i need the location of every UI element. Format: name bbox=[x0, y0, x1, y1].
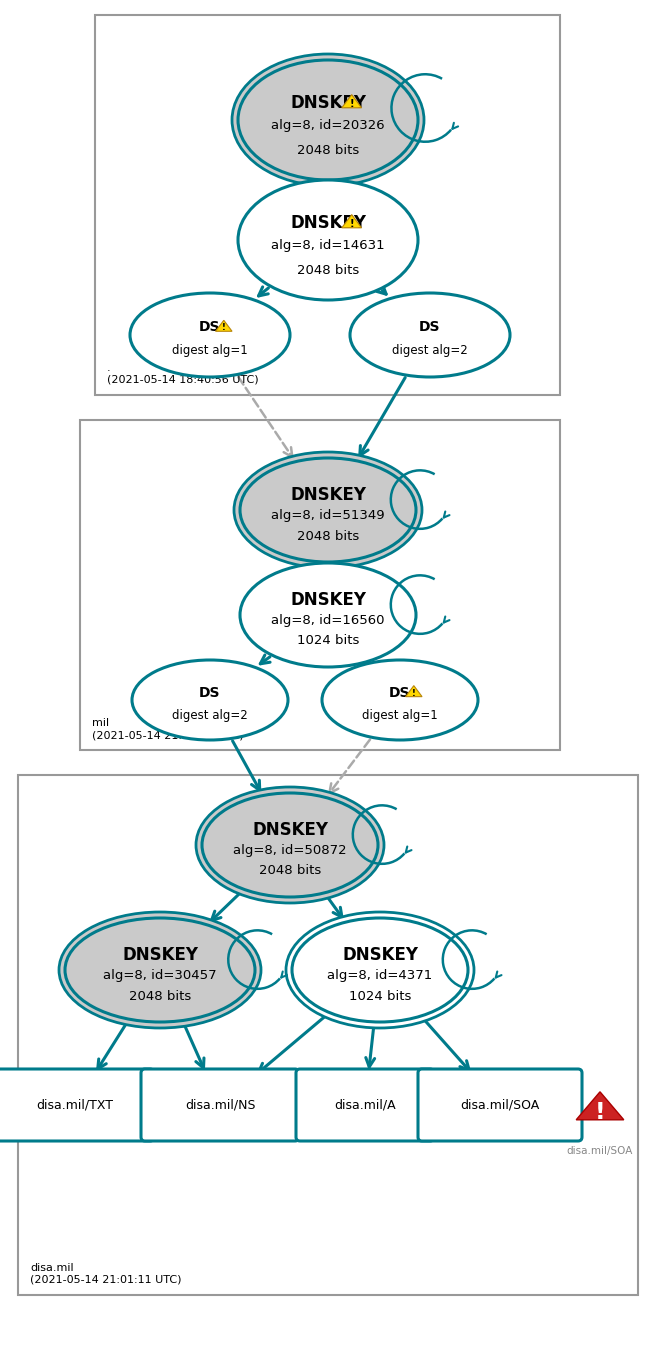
FancyBboxPatch shape bbox=[418, 1069, 582, 1141]
Text: 2048 bits: 2048 bits bbox=[129, 990, 191, 1002]
Text: disa.mil/SOA: disa.mil/SOA bbox=[567, 1147, 633, 1156]
FancyBboxPatch shape bbox=[296, 1069, 434, 1141]
Text: disa.mil
(2021-05-14 21:01:11 UTC): disa.mil (2021-05-14 21:01:11 UTC) bbox=[30, 1264, 182, 1284]
Text: alg=8, id=51349: alg=8, id=51349 bbox=[271, 509, 385, 521]
Ellipse shape bbox=[322, 661, 478, 740]
Ellipse shape bbox=[196, 788, 384, 904]
Ellipse shape bbox=[59, 912, 261, 1028]
Text: DS: DS bbox=[389, 685, 411, 700]
Ellipse shape bbox=[234, 452, 422, 568]
Text: 2048 bits: 2048 bits bbox=[297, 263, 359, 277]
Text: alg=8, id=4371: alg=8, id=4371 bbox=[327, 969, 432, 981]
Text: 2048 bits: 2048 bits bbox=[297, 530, 359, 542]
Text: 2048 bits: 2048 bits bbox=[297, 143, 359, 157]
Text: !: ! bbox=[222, 324, 226, 333]
Text: alg=8, id=14631: alg=8, id=14631 bbox=[271, 239, 385, 253]
FancyBboxPatch shape bbox=[80, 420, 560, 749]
Ellipse shape bbox=[240, 459, 416, 562]
Text: DNSKEY: DNSKEY bbox=[290, 591, 366, 609]
Ellipse shape bbox=[350, 293, 510, 377]
Text: !: ! bbox=[412, 689, 416, 698]
Text: 2048 bits: 2048 bits bbox=[259, 864, 321, 878]
Text: disa.mil/NS: disa.mil/NS bbox=[185, 1099, 255, 1111]
FancyBboxPatch shape bbox=[141, 1069, 299, 1141]
Ellipse shape bbox=[130, 293, 290, 377]
Text: DNSKEY: DNSKEY bbox=[252, 822, 328, 839]
FancyBboxPatch shape bbox=[0, 1069, 154, 1141]
Ellipse shape bbox=[202, 793, 378, 897]
Ellipse shape bbox=[286, 912, 474, 1028]
Text: DNSKEY: DNSKEY bbox=[290, 214, 366, 232]
Text: .
(2021-05-14 18:40:56 UTC): . (2021-05-14 18:40:56 UTC) bbox=[107, 363, 258, 385]
Text: !: ! bbox=[350, 218, 354, 229]
Text: digest alg=1: digest alg=1 bbox=[172, 344, 248, 358]
Text: alg=8, id=20326: alg=8, id=20326 bbox=[271, 120, 385, 132]
Ellipse shape bbox=[232, 55, 424, 186]
Text: disa.mil/A: disa.mil/A bbox=[334, 1099, 396, 1111]
Text: DNSKEY: DNSKEY bbox=[290, 486, 366, 505]
Text: DNSKEY: DNSKEY bbox=[290, 94, 366, 112]
Ellipse shape bbox=[240, 562, 416, 667]
Polygon shape bbox=[216, 321, 232, 332]
Text: 1024 bits: 1024 bits bbox=[349, 990, 411, 1002]
Text: alg=8, id=30457: alg=8, id=30457 bbox=[103, 969, 217, 981]
Text: !: ! bbox=[595, 1102, 605, 1125]
Text: DS: DS bbox=[199, 321, 221, 334]
Text: alg=8, id=16560: alg=8, id=16560 bbox=[271, 614, 385, 627]
Text: digest alg=2: digest alg=2 bbox=[172, 708, 248, 722]
Text: DNSKEY: DNSKEY bbox=[122, 946, 198, 965]
Ellipse shape bbox=[238, 60, 418, 180]
Text: digest alg=1: digest alg=1 bbox=[362, 708, 438, 722]
Polygon shape bbox=[342, 94, 361, 108]
Text: !: ! bbox=[350, 98, 354, 109]
Polygon shape bbox=[342, 214, 361, 228]
Text: DNSKEY: DNSKEY bbox=[342, 946, 418, 965]
Polygon shape bbox=[576, 1092, 624, 1119]
FancyBboxPatch shape bbox=[18, 775, 638, 1295]
Text: disa.mil/TXT: disa.mil/TXT bbox=[37, 1099, 113, 1111]
Text: alg=8, id=50872: alg=8, id=50872 bbox=[233, 844, 347, 857]
Ellipse shape bbox=[238, 180, 418, 300]
Ellipse shape bbox=[65, 919, 255, 1022]
Text: 1024 bits: 1024 bits bbox=[297, 635, 359, 647]
Text: disa.mil/SOA: disa.mil/SOA bbox=[461, 1099, 540, 1111]
Text: mil
(2021-05-14 21:00:46 UTC): mil (2021-05-14 21:00:46 UTC) bbox=[92, 718, 243, 740]
FancyBboxPatch shape bbox=[95, 15, 560, 394]
Polygon shape bbox=[405, 685, 422, 696]
Text: DS: DS bbox=[419, 321, 441, 334]
Text: digest alg=2: digest alg=2 bbox=[392, 344, 468, 358]
Text: DS: DS bbox=[199, 685, 221, 700]
Ellipse shape bbox=[292, 919, 468, 1022]
Ellipse shape bbox=[132, 661, 288, 740]
